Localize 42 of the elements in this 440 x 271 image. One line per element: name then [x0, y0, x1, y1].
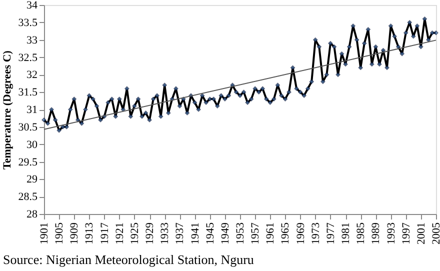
x-tick-label: 1953: [234, 222, 246, 244]
x-tick-label: 1981: [340, 222, 352, 244]
x-tick-label: 1909: [68, 222, 81, 244]
y-tick-label: 33.5: [18, 16, 38, 29]
y-tick-label: 31: [26, 104, 38, 116]
y-tick-label: 34: [26, 0, 38, 12]
y-tick-label: 33: [26, 34, 38, 46]
y-tick-label: 29.5: [18, 156, 38, 168]
x-tick-label: 1949: [219, 222, 232, 244]
x-tick-label: 1945: [204, 222, 216, 244]
y-tick-label: 28: [26, 208, 38, 220]
x-tick-label: 1901: [38, 222, 50, 244]
x-tick-label: 1941: [189, 222, 202, 244]
x-tick-label: 1985: [355, 222, 368, 244]
x-tick-label: 1965: [280, 222, 292, 244]
x-tick-label: 1905: [54, 222, 66, 244]
y-tick-label: 31.5: [18, 86, 38, 99]
x-tick-label: 1961: [264, 222, 277, 244]
y-tick-label: 30.5: [18, 121, 38, 134]
y-tick-label: 32.5: [18, 52, 38, 64]
source-note: Source: Nigerian Meteorological Station, Nguru: [3, 252, 254, 267]
x-tick-label: 1921: [114, 222, 126, 244]
x-tick-label: 1989: [370, 222, 382, 244]
x-tick-label: 1929: [144, 222, 156, 244]
x-tick-label: 1925: [128, 222, 141, 244]
x-tick-label: 1913: [84, 222, 96, 244]
x-tick-label: 1933: [159, 222, 172, 244]
x-tick-label: 1917: [98, 222, 111, 244]
x-tick-label: 1969: [294, 222, 307, 244]
x-tick-label: 1973: [310, 222, 322, 244]
y-axis-title: Temperature (Degrees C): [1, 50, 14, 170]
y-tick-label: 30: [26, 138, 38, 151]
x-tick-label: 1937: [174, 222, 186, 244]
y-tick-label: 29: [26, 174, 38, 186]
x-tick-label: 1977: [324, 222, 337, 244]
x-tick-label: 1997: [400, 222, 412, 244]
x-tick-label: 1993: [385, 222, 398, 244]
x-tick-label: 1957: [250, 222, 262, 244]
y-tick-label: 32: [26, 69, 38, 82]
x-tick-label: 2001: [415, 222, 428, 244]
x-tick-label: 2005: [430, 222, 440, 244]
y-tick-label: 28.5: [18, 191, 38, 204]
